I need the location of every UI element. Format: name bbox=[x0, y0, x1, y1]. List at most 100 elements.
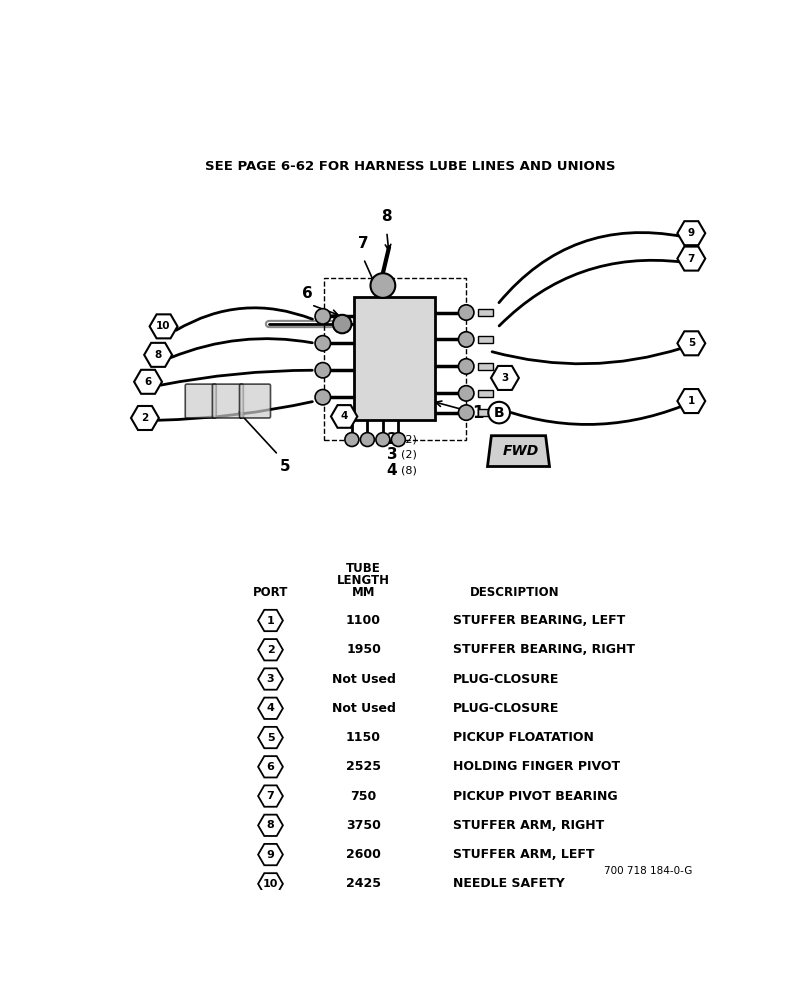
Text: STUFFER BEARING, RIGHT: STUFFER BEARING, RIGHT bbox=[453, 643, 634, 656]
Polygon shape bbox=[258, 727, 283, 748]
Text: FWD: FWD bbox=[502, 444, 538, 458]
Circle shape bbox=[458, 405, 474, 420]
Text: 2525: 2525 bbox=[346, 760, 381, 773]
Text: 1: 1 bbox=[472, 404, 483, 422]
FancyBboxPatch shape bbox=[478, 389, 494, 397]
Circle shape bbox=[458, 359, 474, 374]
Circle shape bbox=[315, 363, 330, 378]
Polygon shape bbox=[678, 247, 706, 271]
Polygon shape bbox=[258, 610, 283, 631]
Text: 6: 6 bbox=[266, 762, 274, 772]
FancyBboxPatch shape bbox=[354, 297, 435, 420]
Text: 3750: 3750 bbox=[346, 819, 381, 832]
Text: 5: 5 bbox=[266, 733, 274, 743]
Circle shape bbox=[376, 433, 390, 446]
Text: TUBE: TUBE bbox=[346, 562, 381, 575]
FancyBboxPatch shape bbox=[478, 409, 494, 416]
Text: 3: 3 bbox=[266, 674, 274, 684]
Polygon shape bbox=[678, 389, 706, 413]
Circle shape bbox=[315, 309, 330, 324]
Text: LENGTH: LENGTH bbox=[337, 574, 390, 587]
Circle shape bbox=[333, 315, 351, 333]
Polygon shape bbox=[144, 343, 172, 367]
Text: STUFFER ARM, RIGHT: STUFFER ARM, RIGHT bbox=[453, 819, 604, 832]
Polygon shape bbox=[258, 698, 283, 719]
Circle shape bbox=[345, 433, 359, 446]
Polygon shape bbox=[258, 668, 283, 690]
Text: 750: 750 bbox=[350, 790, 377, 803]
Polygon shape bbox=[491, 366, 519, 390]
Polygon shape bbox=[258, 756, 283, 777]
FancyBboxPatch shape bbox=[478, 363, 494, 370]
Text: 1950: 1950 bbox=[346, 643, 381, 656]
Text: 4: 4 bbox=[341, 411, 348, 421]
Circle shape bbox=[458, 386, 474, 401]
Text: 8: 8 bbox=[266, 820, 274, 830]
Polygon shape bbox=[678, 331, 706, 355]
Text: 3: 3 bbox=[386, 447, 398, 462]
Text: 2425: 2425 bbox=[346, 877, 381, 890]
Circle shape bbox=[360, 433, 374, 446]
Text: 10: 10 bbox=[263, 879, 278, 889]
Text: 5: 5 bbox=[280, 459, 290, 474]
Circle shape bbox=[391, 433, 406, 446]
Text: PLUG-CLOSURE: PLUG-CLOSURE bbox=[453, 702, 559, 715]
Text: 9: 9 bbox=[688, 228, 695, 238]
Polygon shape bbox=[258, 873, 283, 895]
Text: NEEDLE SAFETY: NEEDLE SAFETY bbox=[453, 877, 564, 890]
Text: 2: 2 bbox=[142, 413, 149, 423]
Text: 2: 2 bbox=[266, 645, 274, 655]
Text: 7: 7 bbox=[688, 254, 695, 264]
Polygon shape bbox=[331, 405, 358, 428]
Text: 6: 6 bbox=[302, 286, 313, 301]
Text: 9: 9 bbox=[266, 850, 274, 860]
Text: B: B bbox=[494, 406, 505, 420]
Polygon shape bbox=[678, 221, 706, 245]
Text: 2: 2 bbox=[386, 432, 398, 447]
Text: 3: 3 bbox=[502, 373, 509, 383]
FancyBboxPatch shape bbox=[239, 384, 270, 418]
FancyBboxPatch shape bbox=[186, 384, 216, 418]
FancyBboxPatch shape bbox=[478, 336, 494, 343]
Polygon shape bbox=[258, 844, 283, 865]
Text: 2600: 2600 bbox=[346, 848, 381, 861]
Text: SEE PAGE 6-62 FOR HARNESS LUBE LINES AND UNIONS: SEE PAGE 6-62 FOR HARNESS LUBE LINES AND… bbox=[205, 160, 615, 173]
FancyBboxPatch shape bbox=[478, 309, 494, 316]
Text: 7: 7 bbox=[358, 236, 369, 251]
Circle shape bbox=[315, 336, 330, 351]
Text: 6: 6 bbox=[145, 377, 152, 387]
Polygon shape bbox=[134, 370, 162, 394]
Text: (2): (2) bbox=[401, 450, 417, 460]
Polygon shape bbox=[258, 815, 283, 836]
Polygon shape bbox=[258, 785, 283, 807]
Text: 4: 4 bbox=[266, 703, 274, 713]
Circle shape bbox=[315, 389, 330, 405]
Polygon shape bbox=[487, 436, 550, 466]
Text: Not Used: Not Used bbox=[331, 673, 395, 686]
Text: MM: MM bbox=[352, 586, 375, 599]
Text: 1: 1 bbox=[266, 615, 274, 626]
Text: 700 718 184-0-G: 700 718 184-0-G bbox=[605, 866, 693, 876]
Text: PORT: PORT bbox=[253, 586, 288, 599]
Text: 7: 7 bbox=[266, 791, 274, 801]
Text: PICKUP PIVOT BEARING: PICKUP PIVOT BEARING bbox=[453, 790, 618, 803]
Text: 1100: 1100 bbox=[346, 614, 381, 627]
Circle shape bbox=[458, 332, 474, 347]
Polygon shape bbox=[150, 314, 178, 338]
Text: 8: 8 bbox=[382, 209, 392, 224]
Text: 8: 8 bbox=[154, 350, 162, 360]
Circle shape bbox=[458, 305, 474, 320]
Polygon shape bbox=[131, 406, 159, 430]
Text: 10: 10 bbox=[156, 321, 171, 331]
Text: STUFFER BEARING, LEFT: STUFFER BEARING, LEFT bbox=[453, 614, 625, 627]
Text: (2): (2) bbox=[401, 435, 417, 445]
Text: (8): (8) bbox=[401, 465, 417, 475]
Circle shape bbox=[488, 402, 510, 423]
Text: 5: 5 bbox=[688, 338, 695, 348]
Text: Not Used: Not Used bbox=[331, 702, 395, 715]
Polygon shape bbox=[258, 639, 283, 660]
Circle shape bbox=[370, 273, 395, 298]
Text: HOLDING FINGER PIVOT: HOLDING FINGER PIVOT bbox=[453, 760, 620, 773]
FancyBboxPatch shape bbox=[212, 384, 243, 418]
Text: 1: 1 bbox=[688, 396, 695, 406]
